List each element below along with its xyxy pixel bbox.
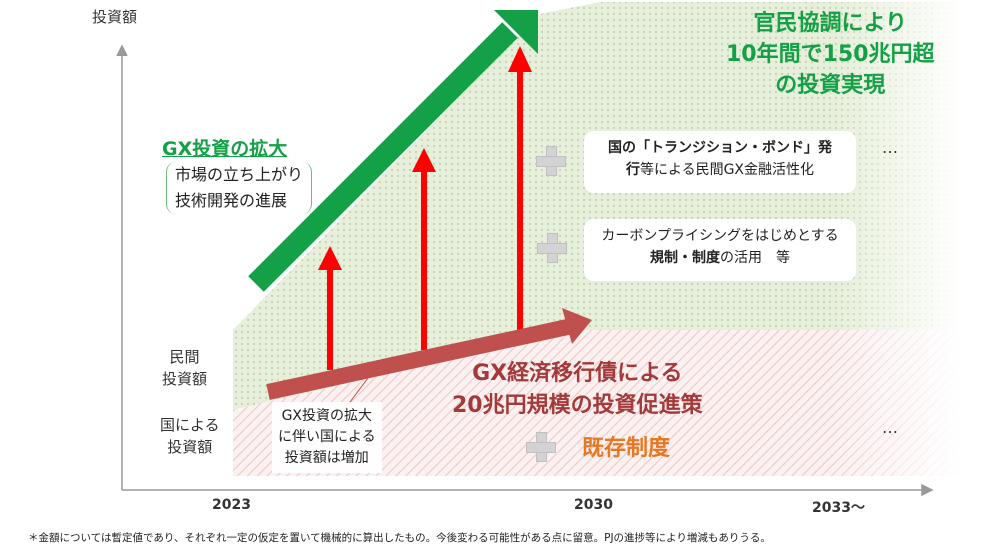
x-tick-2023: 2023 xyxy=(212,497,251,513)
gx-item: 市場の立ち上がり xyxy=(175,165,304,184)
x-tick-2030: 2030 xyxy=(574,497,613,513)
gx-expansion-items: 市場の立ち上がり 技術開発の進展 xyxy=(166,162,313,214)
carbon-text: の活用 等 xyxy=(720,250,790,266)
gx-expansion-title: GX投資の拡大 xyxy=(162,138,288,160)
footnote: ＊金額については暫定値であり、それぞれ一定の仮定を置いて機械的に算出したもの。今… xyxy=(28,532,771,544)
y-axis xyxy=(116,44,128,490)
bond-text-bold: 行 xyxy=(625,162,640,178)
gx-item: 技術開発の進展 xyxy=(175,191,288,210)
headline-line: 官民協調により xyxy=(753,11,908,36)
government-investment-label: 国による 投資額 xyxy=(160,414,220,458)
private-investment-label: 民間 投資額 xyxy=(162,346,207,390)
headline-line: 10年間で150兆円超 xyxy=(726,42,935,67)
gx-transition-bond-policy: GX経済移行債による 20兆円規模の投資促進策 xyxy=(452,358,703,422)
y-axis-label: 投資額 xyxy=(92,8,138,26)
carbon-text: カーボンプライシングをはじめとする xyxy=(601,228,839,244)
x-tick-2033: 2033～ xyxy=(812,500,865,516)
red-arrows xyxy=(318,46,532,370)
bond-policy-line: 20兆円規模の投資促進策 xyxy=(452,393,703,418)
label-line: 国による xyxy=(160,416,220,434)
ellipsis-lower: … xyxy=(882,418,901,437)
note-line: に伴い国による xyxy=(278,429,376,445)
carbon-pricing-box: カーボンプライシングをはじめとする 規制・制度の活用 等 xyxy=(584,219,856,281)
bond-text: 等による民間GX金融活性化 xyxy=(639,162,815,178)
bond-text-bold: 国の「トランジション・ボンド」発 xyxy=(608,140,832,156)
green-growth-arrow xyxy=(248,10,538,292)
headline-line: の投資実現 xyxy=(775,73,886,98)
headline: 官民協調により 10年間で150兆円超 の投資実現 xyxy=(726,8,935,101)
government-increase-note: GX投資の拡大 に伴い国による 投資額は増加 xyxy=(272,402,382,473)
note-line: 投資額は増加 xyxy=(284,450,369,466)
existing-system-label: 既存制度 xyxy=(582,436,671,461)
government-bond-arrow xyxy=(266,308,592,400)
x-axis xyxy=(122,483,934,497)
label-line: 民間 xyxy=(169,348,200,366)
ellipsis-upper: … xyxy=(882,138,901,157)
transition-bond-box: 国の「トランジション・ボンド」発 行等による民間GX金融活性化 xyxy=(584,131,856,193)
plus-icon xyxy=(526,432,556,462)
label-line: 投資額 xyxy=(162,370,208,388)
label-line: 投資額 xyxy=(167,438,213,456)
note-line: GX投資の拡大 xyxy=(281,408,373,424)
plus-icon xyxy=(537,233,567,263)
plus-icon xyxy=(536,146,566,176)
carbon-text-bold: 規制・制度 xyxy=(650,250,720,266)
bond-policy-line: GX経済移行債による xyxy=(472,361,683,386)
